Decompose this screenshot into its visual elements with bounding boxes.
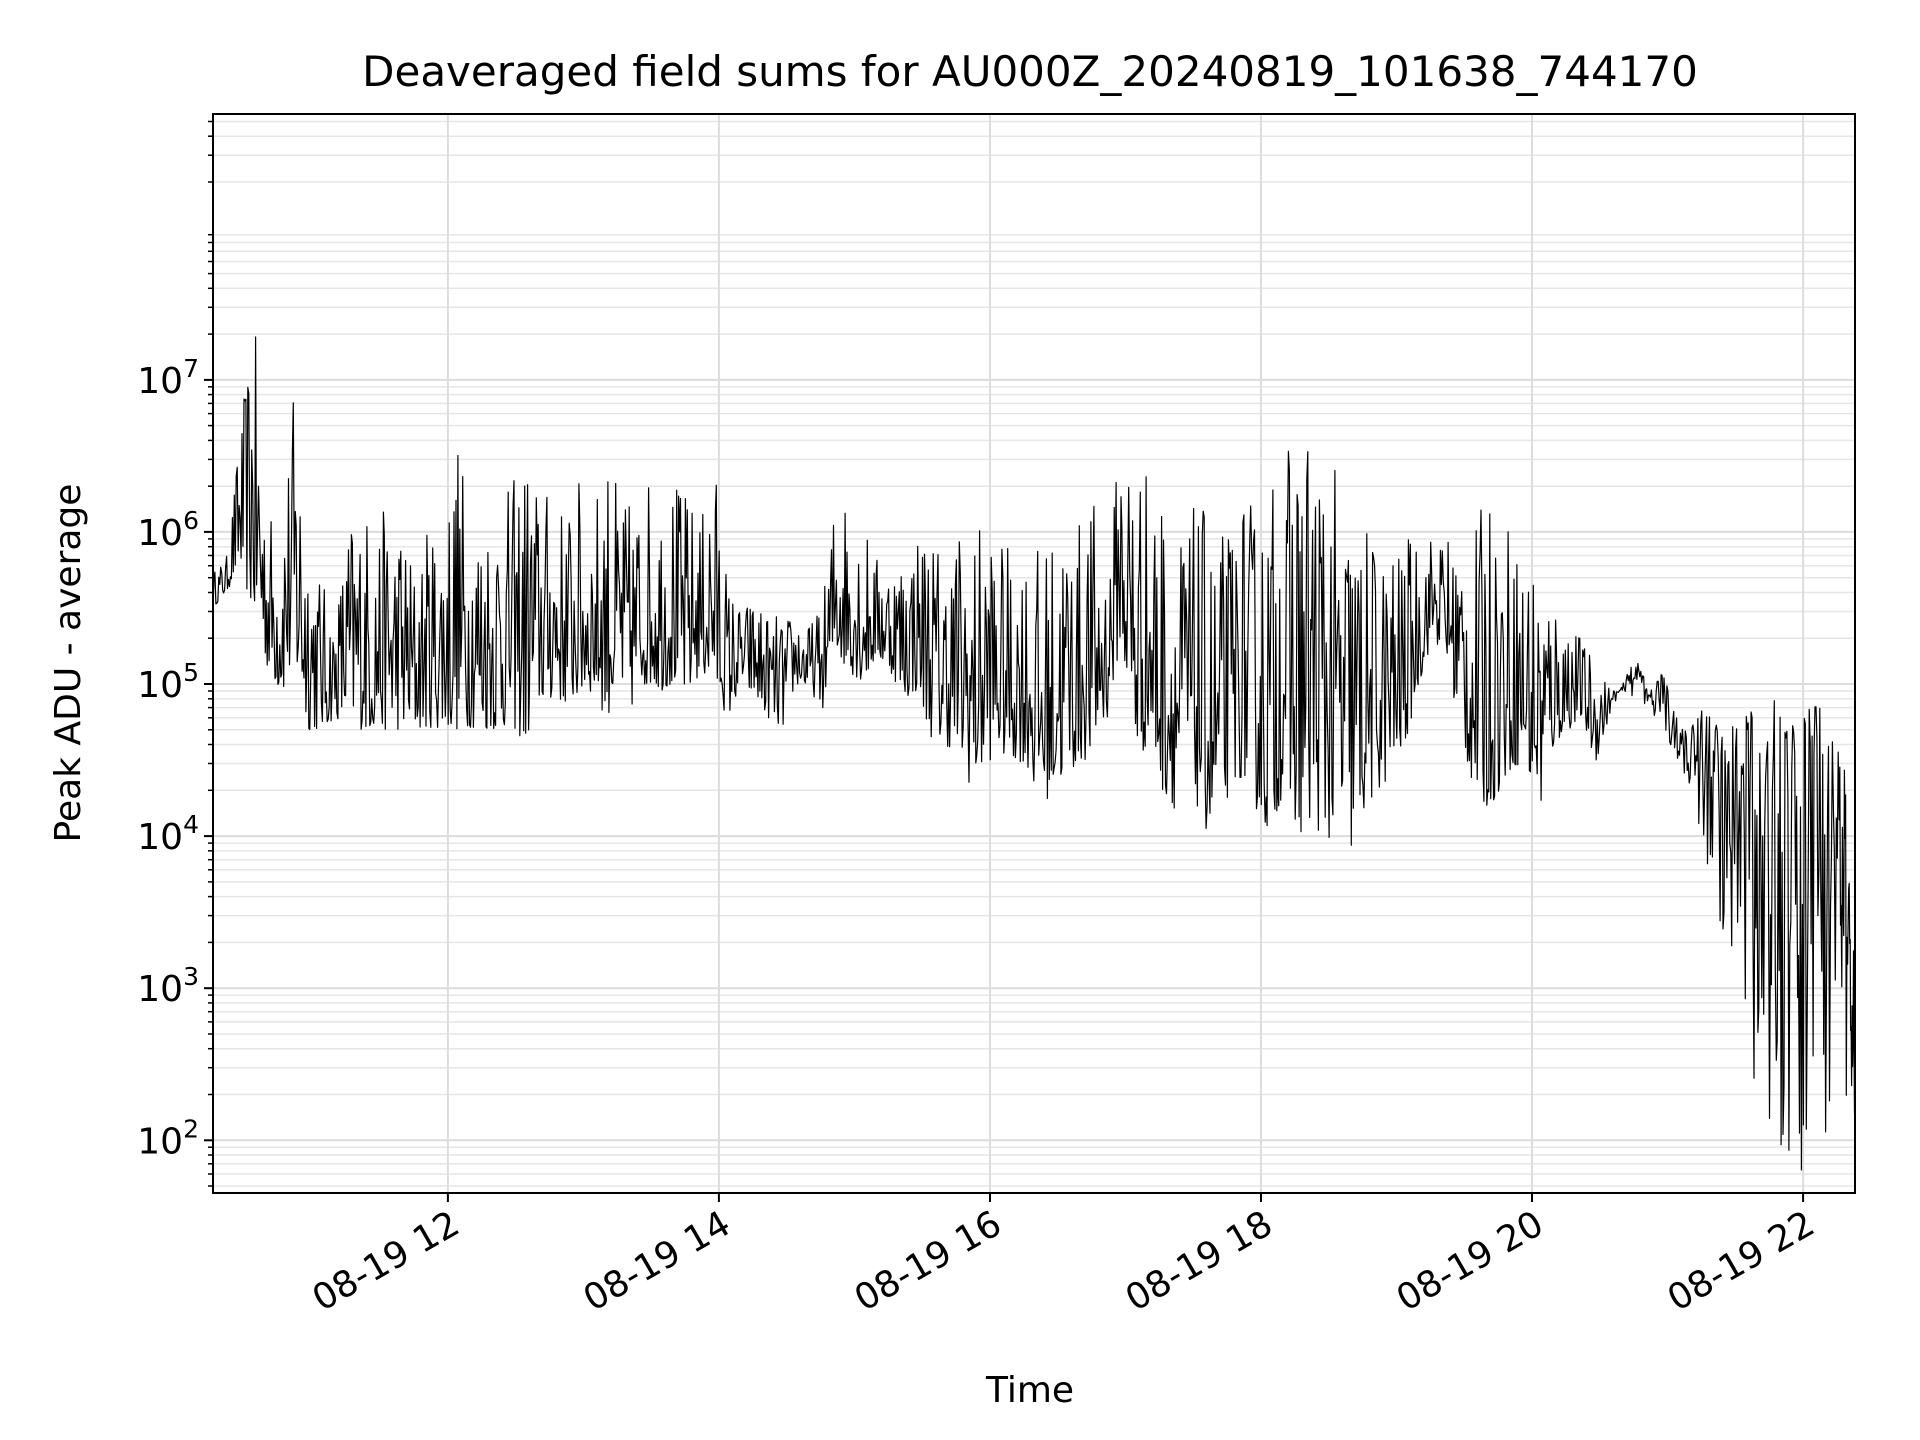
y-tick-base: 10 bbox=[137, 1121, 183, 1162]
y-tick-label: 105 bbox=[137, 658, 199, 706]
y-tick-label: 103 bbox=[137, 962, 199, 1010]
axis-ticks bbox=[204, 120, 1805, 1202]
y-tick-label: 104 bbox=[137, 810, 199, 858]
y-axis-label: Peak ADU - average bbox=[48, 484, 89, 843]
y-tick-label: 102 bbox=[137, 1114, 199, 1162]
y-tick-exponent: 2 bbox=[183, 1114, 199, 1143]
y-tick-base: 10 bbox=[137, 817, 183, 858]
y-tick-exponent: 3 bbox=[183, 962, 199, 991]
chart-title: Deaveraged field sums for AU000Z_2024081… bbox=[362, 47, 1698, 96]
y-tick-label: 107 bbox=[137, 354, 199, 402]
y-tick-base: 10 bbox=[137, 969, 183, 1010]
series-layer bbox=[213, 336, 1855, 1171]
y-tick-base: 10 bbox=[137, 361, 183, 402]
y-tick-exponent: 4 bbox=[183, 810, 199, 839]
x-axis-label: Time bbox=[985, 1370, 1074, 1411]
y-tick-exponent: 5 bbox=[183, 658, 199, 687]
y-tick-base: 10 bbox=[137, 665, 183, 706]
y-tick-exponent: 6 bbox=[183, 506, 199, 535]
y-tick-base: 10 bbox=[137, 513, 183, 554]
y-tick-label: 106 bbox=[137, 506, 199, 554]
y-tick-exponent: 7 bbox=[183, 354, 199, 383]
series-line bbox=[213, 336, 1855, 1171]
plot-frame bbox=[212, 113, 1856, 1194]
grid-minor bbox=[213, 120, 1855, 1187]
